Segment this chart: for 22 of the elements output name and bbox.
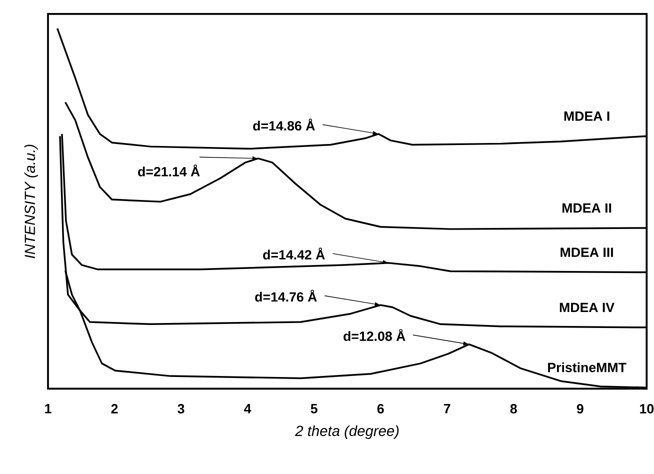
annotation: d=14.86 Å [253,118,315,131]
x-axis-title: 2 theta (degree) [295,425,399,440]
x-tick-label: 3 [178,404,184,414]
y-axis-title: INTENSITY (a.u.) [24,144,38,258]
annotation: d=21.14 Å [138,164,200,177]
x-tick-label: 6 [377,404,384,414]
series-label: MDEA IV [560,303,614,312]
series-label: MDEA III [560,248,613,258]
series-label: MDEA II [562,204,612,213]
x-tick-label: 4 [244,404,252,414]
annotation: d=12.08 Å [344,329,406,342]
x-tick-label: 5 [310,404,318,414]
x-tick-label: 9 [576,404,584,414]
series-label: MDEA I [564,112,610,121]
x-tick-label: 1 [45,404,52,414]
annotation: d=14.76 Å [255,290,317,302]
x-tick-label: 8 [510,404,517,414]
annotation: d=14.42 Å [263,248,325,260]
x-tick-label: 2 [111,404,118,414]
x-tick-label: 7 [444,404,450,414]
series-label: PristineMMT [548,362,626,372]
x-tick-label: 10 [640,404,654,414]
